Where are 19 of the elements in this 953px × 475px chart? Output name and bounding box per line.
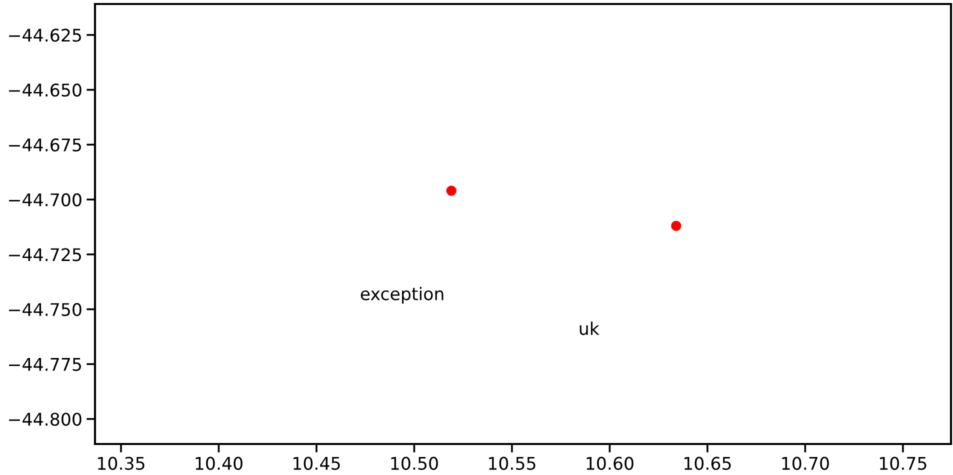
y-tick-label: −44.800 (9, 412, 82, 426)
x-tick-label: 10.55 (489, 456, 536, 470)
y-tick-label: −44.750 (9, 302, 82, 316)
y-tick-label: −44.700 (9, 193, 82, 206)
y-tick-label: −44.625 (9, 28, 81, 42)
x-tick-label: 10.60 (586, 456, 634, 470)
x-tick-label: 10.75 (880, 456, 926, 470)
y-tick-label: −44.725 (9, 248, 81, 262)
x-tick-label: 10.45 (294, 456, 340, 470)
annotation: uk (580, 322, 600, 336)
x-tick-label: 10.35 (98, 456, 144, 470)
x-tick-label: 10.65 (684, 456, 731, 470)
x-tick-label: 10.50 (391, 456, 438, 470)
y-tick-label: −44.650 (9, 84, 82, 97)
x-tick-label: 10.70 (782, 456, 829, 470)
annotation: exception (360, 286, 444, 304)
x-tick-label: 10.40 (196, 456, 242, 470)
y-tick-label: −44.675 (9, 138, 81, 152)
y-tick-label: −44.775 (9, 358, 81, 371)
